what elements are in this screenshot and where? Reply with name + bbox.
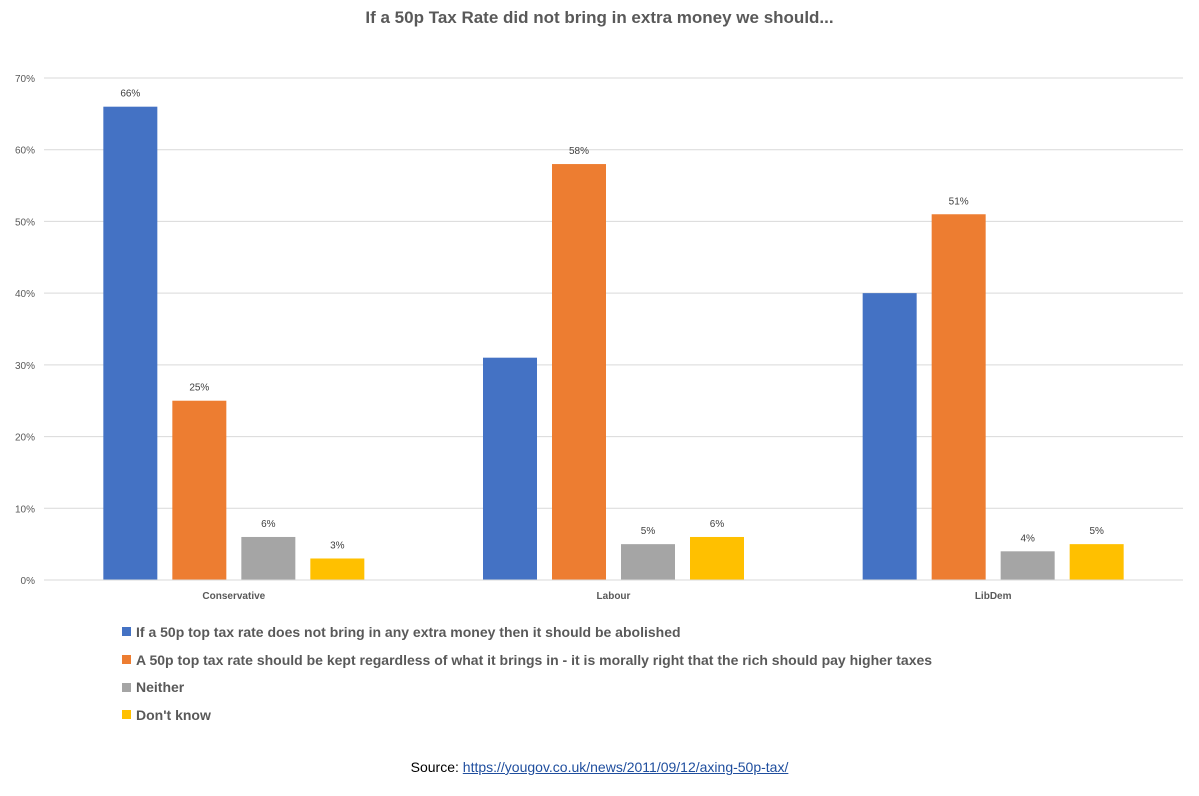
data-label: 6% (710, 519, 725, 530)
bar (483, 357, 537, 580)
legend-label: Don't know (136, 706, 211, 723)
source-link[interactable]: https://yougov.co.uk/news/2011/09/12/axi… (462, 759, 789, 775)
bar (241, 536, 296, 580)
y-tick-label: 50% (15, 217, 35, 228)
data-label: 4% (1020, 533, 1035, 544)
chart-legend: If a 50p top tax rate does not bring in … (122, 618, 932, 729)
bar (552, 164, 606, 581)
legend-label: If a 50p top tax rate does not bring in … (136, 623, 681, 640)
legend-item: If a 50p top tax rate does not bring in … (122, 618, 932, 646)
legend-item: A 50p top tax rate should be kept regard… (122, 646, 932, 674)
bar (862, 293, 917, 580)
legend-swatch (122, 627, 131, 637)
bar (621, 544, 675, 580)
y-tick-label: 40% (15, 289, 35, 300)
data-label: 5% (641, 526, 656, 537)
y-tick-label: 30% (15, 361, 35, 372)
data-label: 51% (949, 196, 969, 207)
x-tick-label: Conservative (202, 591, 265, 602)
data-label: 6% (261, 519, 276, 530)
bar (690, 536, 744, 580)
legend-swatch (122, 710, 131, 720)
chart-title: If a 50p Tax Rate did not bring in extra… (365, 8, 834, 27)
legend-item: Don't know (122, 701, 932, 729)
y-tick-label: 60% (15, 146, 35, 157)
legend-label: Neither (136, 679, 185, 696)
data-label: 3% (330, 540, 345, 551)
data-label: 58% (569, 146, 589, 157)
data-label: 25% (189, 383, 209, 394)
data-label: 66% (120, 89, 140, 100)
bar (1000, 551, 1055, 580)
source-line: Source: https://yougov.co.uk/news/2011/0… (0, 759, 1199, 775)
bar (103, 106, 158, 580)
x-tick-label: LibDem (975, 591, 1012, 602)
bar (310, 558, 365, 580)
bar (1069, 544, 1124, 580)
bar (172, 400, 227, 580)
data-label: 5% (1089, 526, 1104, 537)
source-label: Source: (410, 759, 459, 775)
legend-swatch (122, 682, 131, 692)
legend-label: A 50p top tax rate should be kept regard… (136, 651, 933, 668)
x-tick-label: Labour (597, 591, 631, 602)
bar (931, 214, 986, 580)
y-tick-label: 70% (15, 74, 35, 85)
legend-item: Neither (122, 673, 932, 701)
y-tick-label: 10% (15, 504, 35, 515)
legend-swatch (122, 655, 131, 665)
y-tick-label: 0% (21, 576, 36, 587)
y-tick-label: 20% (15, 433, 35, 444)
